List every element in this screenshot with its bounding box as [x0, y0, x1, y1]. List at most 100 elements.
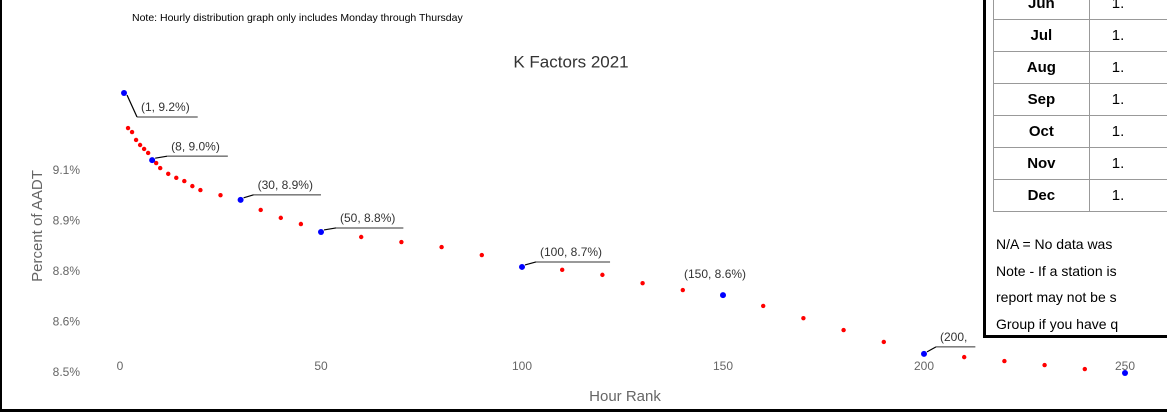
y-tick-label: 8.9%	[53, 214, 81, 228]
annotation-arrow	[126, 94, 138, 118]
month-cell: Oct	[993, 115, 1090, 148]
month-table: Jun 1. Jul 1. Aug 1. Sep 1. Oct 1. Nov 1. Dec 1.	[993, 0, 1167, 212]
point	[761, 303, 766, 309]
point	[600, 272, 605, 278]
y-tick-label: 9.1%	[53, 163, 81, 177]
point	[141, 146, 147, 152]
annotation-arrow	[926, 346, 937, 353]
annotation: (30, 8.9%)	[258, 178, 313, 192]
highlight-point	[519, 263, 525, 270]
point	[841, 327, 846, 333]
point	[137, 142, 143, 148]
point	[278, 215, 283, 221]
y-tick-label: 8.6%	[53, 315, 81, 329]
point	[1002, 358, 1007, 364]
note-line: Note - If a station is	[996, 262, 1117, 279]
note: Note: Hourly distribution graph only inc…	[132, 12, 463, 24]
table-row: Dec 1.	[993, 179, 1167, 212]
notes: N/A = No data was Note - If a station is r…	[996, 231, 1119, 335]
x-axis-title: Hour Rank	[589, 388, 661, 405]
month-cell: Dec	[993, 179, 1090, 212]
point	[1082, 366, 1088, 372]
y-axis-title: Percent of AADT	[29, 170, 46, 282]
point	[125, 125, 131, 131]
note-line: Group if you have q	[996, 315, 1119, 332]
highlight-point	[921, 350, 927, 357]
point	[166, 171, 171, 177]
annotation: (1, 9.2%)	[141, 100, 190, 114]
point	[182, 178, 187, 184]
point	[153, 160, 159, 166]
x-tick-label: 250	[1115, 359, 1135, 373]
popup: Jun 1. Jul 1. Aug 1. Sep 1. Oct 1. Nov 1. Dec 1. N/A …	[983, 0, 1167, 338]
highlight-point	[121, 90, 128, 97]
highlight-point	[149, 157, 156, 164]
point	[399, 239, 404, 245]
value-cell: 1.	[1088, 83, 1167, 116]
annotation-arrow	[323, 227, 337, 231]
value-cell: 1.	[1088, 0, 1167, 20]
table-row: Aug 1.	[993, 51, 1167, 84]
y-tick-label: 8.5%	[53, 365, 81, 379]
highlight-point	[237, 196, 244, 203]
month-cell: Jul	[993, 19, 1090, 52]
note-line: N/A = No data was	[996, 236, 1113, 252]
annotation: (150, 8.6%)	[684, 267, 746, 281]
month-cell: Nov	[993, 147, 1090, 180]
month-cell: Jun	[993, 0, 1090, 20]
point	[258, 207, 263, 213]
x-tick-label: 150	[713, 359, 733, 373]
point	[801, 315, 806, 321]
highlight-point	[318, 228, 324, 235]
point	[198, 187, 203, 193]
chart-title: K Factors 2021	[513, 52, 628, 71]
point	[133, 137, 139, 143]
point	[640, 280, 645, 286]
point	[962, 354, 967, 360]
point	[129, 129, 135, 135]
value-cell: 1.	[1088, 19, 1167, 52]
annotation-arrow	[155, 155, 168, 159]
point	[479, 252, 484, 258]
highlight-point	[1122, 370, 1128, 376]
x-tick-label: 100	[512, 359, 532, 373]
table-row: Sep 1.	[993, 83, 1167, 116]
table-row: Oct 1.	[993, 115, 1167, 148]
x-tick-label: 200	[914, 359, 934, 373]
annotation: (200,	[940, 330, 967, 344]
point	[190, 183, 195, 189]
point	[1042, 362, 1047, 368]
x-tick-label: 50	[314, 359, 328, 373]
point	[560, 267, 565, 273]
point	[298, 221, 304, 227]
annotation: (50, 8.8%)	[340, 211, 395, 225]
point	[680, 287, 685, 293]
value-cell: 1.	[1088, 51, 1167, 84]
value-cell: 1.	[1088, 179, 1167, 212]
value-cell: 1.	[1088, 115, 1167, 148]
point	[218, 192, 223, 198]
point	[145, 150, 151, 156]
table-row: Jun 1.	[993, 0, 1167, 20]
table-row: Nov 1.	[993, 147, 1167, 180]
value-cell: 1.	[1088, 147, 1167, 180]
note-line: report may not be s	[996, 289, 1117, 305]
point	[174, 175, 179, 181]
point	[439, 244, 444, 250]
point	[158, 165, 163, 171]
point	[881, 339, 886, 345]
highlight-point	[720, 292, 726, 299]
table-row: Jul 1.	[993, 19, 1167, 52]
annotation-arrow	[524, 261, 537, 266]
y-tick-label: 8.8%	[53, 264, 81, 278]
month-cell: Sep	[993, 83, 1090, 116]
x-tick-label: 0	[117, 359, 124, 373]
month-cell: Aug	[993, 51, 1090, 84]
annotation-arrow	[243, 194, 254, 199]
point	[359, 234, 364, 240]
annotation: (8, 9.0%)	[171, 139, 220, 153]
annotation: (100, 8.7%)	[540, 245, 602, 259]
